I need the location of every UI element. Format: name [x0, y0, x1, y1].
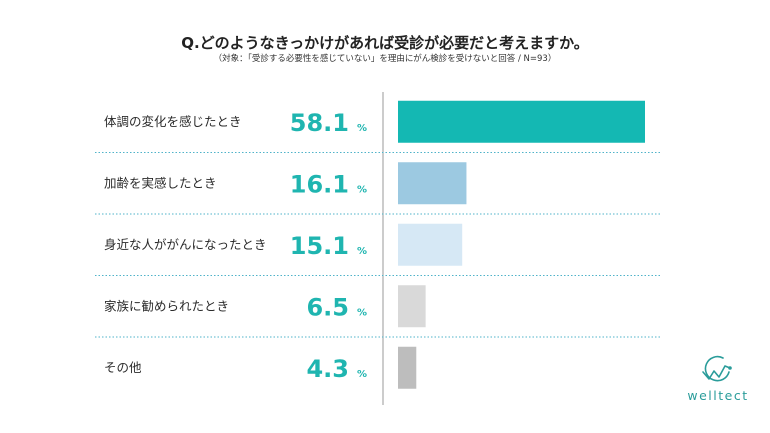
bar	[398, 223, 463, 266]
category-label: 家族に勧められたとき	[104, 298, 229, 313]
logo-text: welltect	[687, 388, 749, 403]
chart-rows: 体調の変化を感じたとき 58.1 % 加齢を実感したとき 16.1 % 身近な人ががんになっ…	[95, 100, 662, 389]
unit-label: %	[357, 246, 367, 257]
value-label: 58.1	[290, 109, 349, 137]
category-label: 加齢を実感したとき	[104, 175, 217, 190]
category-label: 身近な人ががんになったとき	[104, 237, 267, 252]
bar	[398, 346, 417, 389]
value-label: 6.5	[306, 293, 349, 321]
chart-subtitle: （対象：「受診する必要性を感じていない」を理由にがん検診を受けないと回答 / N…	[213, 54, 557, 64]
category-label: 体調の変化を感じたとき	[104, 114, 242, 129]
value-label: 4.3	[306, 355, 349, 383]
category-label: その他	[104, 360, 142, 375]
unit-label: %	[357, 123, 367, 134]
unit-label: %	[357, 369, 367, 380]
value-label: 15.1	[290, 232, 349, 260]
unit-label: %	[357, 184, 367, 195]
chart-title: Q.どのようなきっかけがあれば受診が必要だと考えますか。	[181, 34, 589, 52]
bar	[398, 162, 467, 205]
welltect-logo: welltect	[683, 352, 753, 406]
unit-label: %	[357, 307, 367, 318]
value-label: 16.1	[290, 170, 349, 198]
bar	[398, 100, 645, 143]
bar	[398, 285, 426, 328]
wave-circle-logo-icon	[702, 355, 732, 382]
